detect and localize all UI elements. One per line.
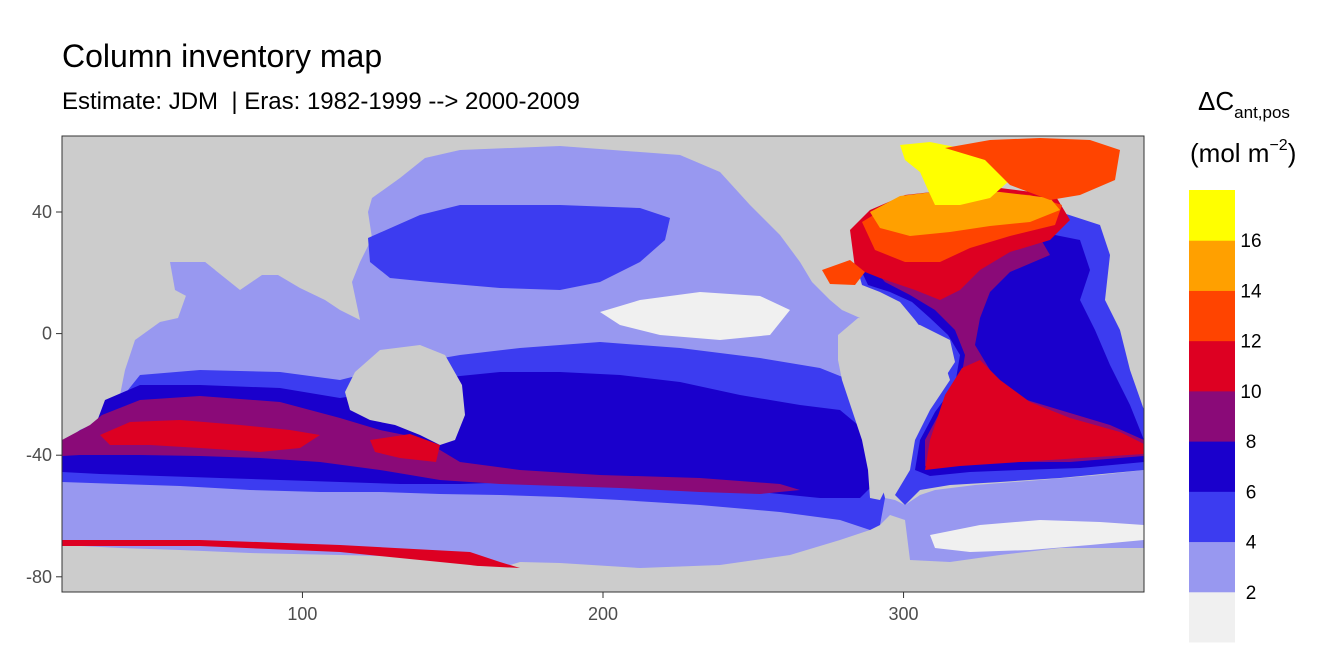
x-axis: 100 200 300: [287, 592, 919, 624]
y-tick-label: -80: [26, 567, 52, 587]
chart-title: Column inventory map: [62, 38, 383, 74]
region-southern-indian-max: [100, 420, 320, 452]
region-nordic-seas: [945, 138, 1120, 200]
legend-title-symbol: ΔCant,pos: [1198, 86, 1290, 122]
legend-swatch: [1189, 441, 1235, 492]
y-tick-label: 40: [32, 202, 52, 222]
legend-swatch: [1189, 340, 1235, 392]
legend-break-label: 4: [1246, 533, 1257, 554]
legend-swatch: [1189, 240, 1235, 291]
region-north-pacific-gyre: [368, 205, 670, 290]
legend-swatch: [1189, 591, 1235, 643]
legend-swatch: [1189, 541, 1235, 593]
legend-colorbar: [1189, 190, 1235, 643]
x-tick-label: 100: [287, 604, 317, 624]
land-south-america: [838, 318, 955, 500]
region-equatorial-pacific-min: [600, 292, 790, 340]
y-tick-label: -40: [26, 445, 52, 465]
legend-swatch: [1189, 290, 1235, 342]
legend-labels: 2 4 6 8 10 12 14 16: [1240, 231, 1262, 604]
region-south-atlantic-high: [925, 360, 1144, 470]
legend-break-label: 6: [1246, 482, 1257, 503]
land-australia: [345, 345, 465, 445]
region-indian-north: [170, 262, 215, 298]
y-tick-label: 0: [42, 324, 52, 344]
legend-swatch: [1189, 190, 1235, 241]
legend-break-label: 12: [1240, 332, 1261, 353]
legend-break-label: 16: [1240, 231, 1261, 252]
region-weddell-min: [930, 520, 1144, 552]
x-tick-label: 300: [889, 604, 919, 624]
legend-break-label: 14: [1240, 281, 1262, 302]
legend-break-label: 8: [1246, 432, 1257, 453]
x-tick-label: 200: [588, 604, 618, 624]
legend-break-label: 10: [1240, 382, 1261, 403]
map-panel: [62, 136, 1144, 592]
region-mediterranean: [822, 260, 865, 285]
region-southern-indian-max-east: [370, 434, 440, 462]
legend-break-label: 2: [1246, 583, 1257, 604]
legend: ΔCant,pos (mol m−2) 2 4 6 8 10 12 14 16: [1189, 86, 1296, 643]
region-north-atlantic-peak: [870, 190, 1060, 236]
legend-swatch: [1189, 390, 1235, 442]
y-axis: 40 0 -40 -80: [26, 202, 62, 587]
chart-subtitle: Estimate: JDM | Eras: 1982-1999 --> 2000…: [62, 88, 580, 115]
legend-swatch: [1189, 491, 1235, 543]
land-antarctica: [62, 558, 1144, 592]
region-southern-ocean-rim: [62, 540, 520, 569]
legend-title-units: (mol m−2): [1190, 137, 1296, 168]
